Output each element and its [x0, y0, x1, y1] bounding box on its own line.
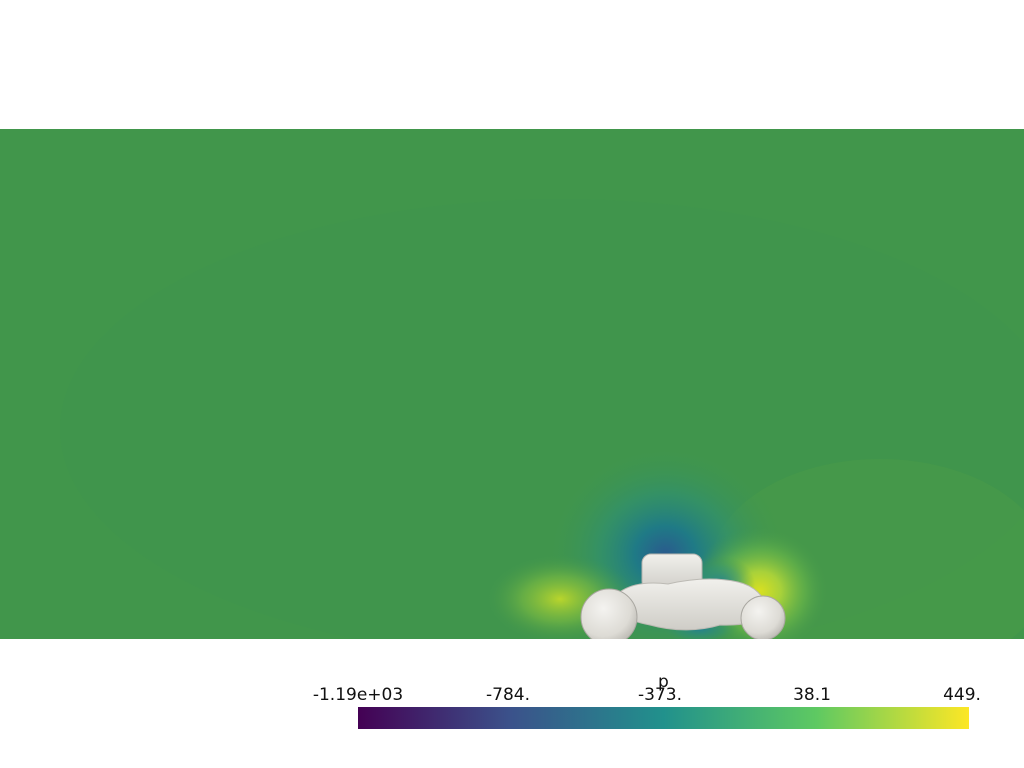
colorbar-tick-label: -784.	[486, 685, 530, 705]
vehicle-model	[580, 553, 786, 639]
front-wheel	[740, 595, 786, 639]
colorbar-tick-label: -1.19e+03	[312, 685, 404, 705]
colorbar-tick-label: 38.1	[793, 685, 831, 705]
colorbar-tick-label: -373.	[638, 685, 682, 705]
rear-wheel	[580, 588, 638, 639]
pressure-field	[0, 129, 1024, 639]
colorbar-gradient	[358, 707, 969, 729]
pressure-field-plot	[0, 129, 1024, 639]
colorbar-title: p	[658, 672, 669, 692]
colorbar-tick-label: 449.	[943, 685, 981, 705]
